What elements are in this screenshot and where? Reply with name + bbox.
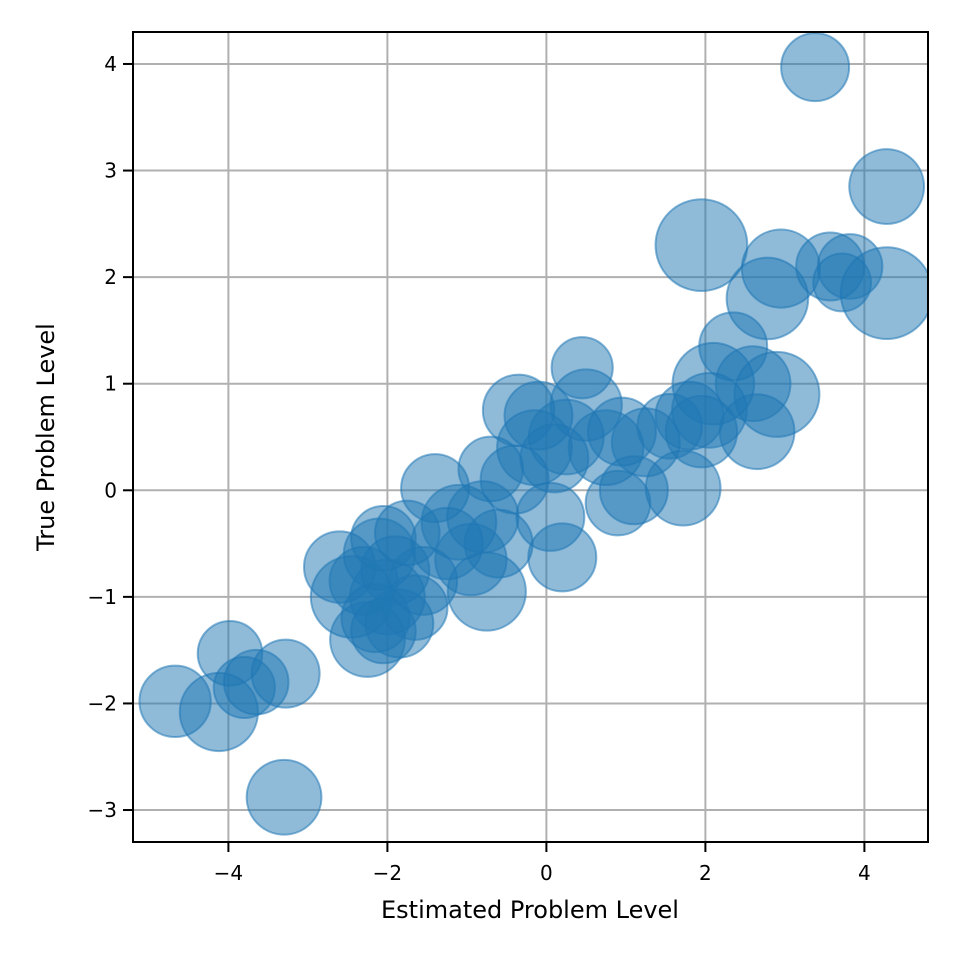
data-point — [654, 198, 749, 293]
y-tick-label: 2 — [104, 265, 117, 289]
y-tick-label: 1 — [104, 372, 117, 396]
data-point — [245, 758, 323, 836]
x-tick-label: 4 — [858, 861, 871, 885]
y-tick-label: −2 — [88, 691, 117, 715]
data-point — [848, 148, 926, 225]
x-tick-label: −2 — [373, 861, 402, 885]
y-tick-label: 0 — [104, 478, 117, 502]
y-tick-label: −3 — [88, 798, 117, 822]
x-axis-label: Estimated Problem Level — [381, 896, 679, 924]
data-point — [373, 499, 441, 567]
x-tick-label: 0 — [540, 861, 553, 885]
plot-frame — [132, 31, 929, 843]
data-point — [527, 522, 598, 593]
data-point — [250, 638, 321, 709]
x-axis-ticks: −4 −2 0 2 4 — [214, 842, 871, 885]
y-tick-label: 4 — [104, 52, 117, 76]
data-point — [780, 32, 851, 103]
data-point — [350, 597, 417, 665]
y-axis-label: True Problem Level — [32, 323, 60, 552]
data-point — [178, 671, 259, 753]
y-axis-ticks: −3 −2 −1 0 1 2 3 4 — [88, 52, 133, 822]
x-tick-label: 2 — [699, 861, 712, 885]
y-tick-label: 3 — [104, 159, 117, 183]
data-points — [138, 32, 928, 836]
x-tick-label: −4 — [214, 861, 243, 885]
data-point — [550, 336, 614, 400]
y-tick-label: −1 — [88, 585, 117, 609]
data-point — [839, 246, 928, 341]
